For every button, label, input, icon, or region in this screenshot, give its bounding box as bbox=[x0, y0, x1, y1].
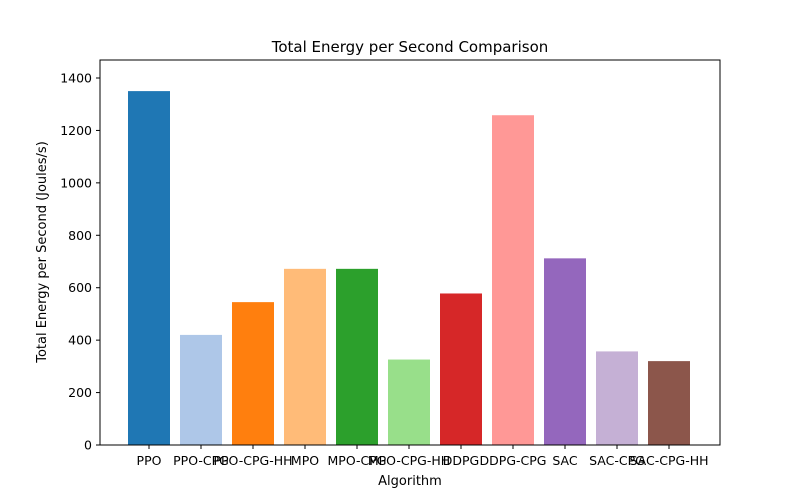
x-tick-label: PPO bbox=[137, 453, 162, 468]
y-axis-label: Total Energy per Second (Joules/s) bbox=[35, 141, 50, 364]
x-tick-label: SAC-CPG bbox=[589, 453, 645, 468]
x-axis-label: Algorithm bbox=[378, 474, 442, 489]
bar-ddpg bbox=[440, 293, 482, 445]
x-tick-label: SAC-CPG-HH bbox=[630, 453, 709, 468]
y-tick-label: 600 bbox=[68, 280, 92, 295]
bar-mpo bbox=[284, 268, 326, 445]
y-tick-label: 1200 bbox=[60, 123, 92, 138]
bars bbox=[128, 91, 690, 445]
x-tick-label: MPO bbox=[291, 453, 319, 468]
chart-title: Total Energy per Second Comparison bbox=[271, 38, 549, 56]
bar-ppo-cpg bbox=[180, 334, 222, 445]
x-tick-label: DDPG bbox=[443, 453, 479, 468]
y-tick-label: 0 bbox=[84, 438, 92, 453]
x-tick-label: DDPG-CPG bbox=[480, 453, 547, 468]
x-tick-label: MPO-CPG bbox=[328, 453, 387, 468]
bar-ppo-cpg-hh bbox=[232, 302, 274, 445]
x-tick-label: SAC bbox=[552, 453, 577, 468]
y-tick-label: 1000 bbox=[60, 175, 92, 190]
bar-sac-cpg bbox=[596, 351, 638, 445]
bar-ddpg-cpg bbox=[492, 115, 534, 445]
y-tick-label: 200 bbox=[68, 385, 92, 400]
bar-mpo-cpg bbox=[336, 268, 378, 445]
y-tick-label: 800 bbox=[68, 228, 92, 243]
x-tick-label: PPO-CPG bbox=[173, 453, 229, 468]
plot-frame bbox=[99, 59, 721, 446]
bar-sac bbox=[544, 258, 586, 445]
y-tick-label: 400 bbox=[68, 333, 92, 348]
bar-sac-cpg-hh bbox=[648, 361, 690, 445]
x-tick-label: PPO-CPG-HH bbox=[213, 453, 292, 468]
y-tick-label: 1400 bbox=[60, 71, 92, 86]
bar-ppo bbox=[128, 91, 170, 445]
bar-mpo-cpg-hh bbox=[388, 359, 430, 445]
y-axis-ticks: 0 200 400 600 800 1000 1200 1400 bbox=[60, 71, 100, 453]
x-tick-label: MPO-CPG-HH bbox=[368, 453, 450, 468]
